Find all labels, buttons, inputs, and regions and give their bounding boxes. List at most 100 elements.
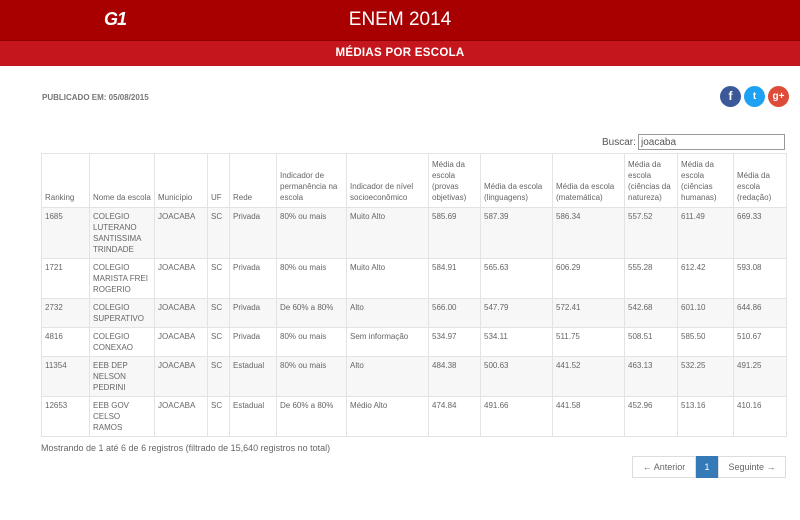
table-cell: 669.33 xyxy=(733,207,787,259)
search-label: Buscar: xyxy=(602,137,636,148)
table-cell: COLEGIO CONEXAO xyxy=(89,327,155,357)
page-subtitle: MÉDIAS POR ESCOLA xyxy=(335,47,465,59)
table-cell: 1685 xyxy=(41,207,90,259)
search-input[interactable] xyxy=(638,134,785,150)
table-cell: 441.58 xyxy=(552,396,625,437)
table-cell: Privada xyxy=(229,298,277,328)
table-cell: 606.29 xyxy=(552,258,625,299)
table-cell: 611.49 xyxy=(677,207,734,259)
table-cell: De 60% a 80% xyxy=(276,396,347,437)
table-cell: 534.11 xyxy=(480,327,553,357)
table-cell: 491.25 xyxy=(733,356,787,397)
table-cell: COLEGIO MARISTA FREI ROGERIO xyxy=(89,258,155,299)
table-cell: 532.25 xyxy=(677,356,734,397)
table-cell: 555.28 xyxy=(624,258,678,299)
table-cell: Alto xyxy=(346,356,429,397)
table-cell: 585.69 xyxy=(428,207,481,259)
table-cell: 585.50 xyxy=(677,327,734,357)
column-header[interactable]: Média da escola (ciências da natureza) xyxy=(624,153,678,208)
table-cell: Privada xyxy=(229,327,277,357)
table-header-row: Ranking Nome da escola Município UF Rede Indi… xyxy=(41,153,787,208)
table-cell: SC xyxy=(207,396,230,437)
table-cell: 601.10 xyxy=(677,298,734,328)
table-row: 11354 EEB DEP NELSON PEDRINI JOACABA SC Esta… xyxy=(41,356,787,397)
table-cell: 410.16 xyxy=(733,396,787,437)
table-cell: 547.79 xyxy=(480,298,553,328)
table-cell: 80% ou mais xyxy=(276,356,347,397)
column-header[interactable]: Média da escola (linguagens) xyxy=(480,153,553,208)
table-cell: 4816 xyxy=(41,327,90,357)
table-cell: 491.66 xyxy=(480,396,553,437)
table-cell: SC xyxy=(207,258,230,299)
table-cell: 80% ou mais xyxy=(276,327,347,357)
google-plus-share-icon[interactable]: g+ xyxy=(768,86,789,107)
table-cell: EEB GOV CELSO RAMOS xyxy=(89,396,155,437)
table-cell: 565.63 xyxy=(480,258,553,299)
column-header[interactable]: Indicador de nível socioeconômico xyxy=(346,153,429,208)
table-cell: 1721 xyxy=(41,258,90,299)
table-cell: 484.38 xyxy=(428,356,481,397)
table-cell: 510.67 xyxy=(733,327,787,357)
table-cell: Muito Alto xyxy=(346,207,429,259)
table-cell: 557.52 xyxy=(624,207,678,259)
table-cell: SC xyxy=(207,356,230,397)
table-cell: SC xyxy=(207,327,230,357)
column-header[interactable]: Média da escola (matemática) xyxy=(552,153,625,208)
schools-table: Ranking Nome da escola Município UF Rede Indi… xyxy=(41,153,787,437)
table-cell: JOACABA xyxy=(154,396,208,437)
published-date: PUBLICADO EM: 05/08/2015 xyxy=(42,93,149,102)
table-cell: 584.91 xyxy=(428,258,481,299)
table-cell: JOACABA xyxy=(154,258,208,299)
table-cell: 2732 xyxy=(41,298,90,328)
table-cell: 542.68 xyxy=(624,298,678,328)
twitter-share-icon[interactable]: t xyxy=(744,86,765,107)
table-cell: 452.96 xyxy=(624,396,678,437)
table-cell: COLEGIO SUPERATIVO xyxy=(89,298,155,328)
table-cell: 644.86 xyxy=(733,298,787,328)
table-cell: Privada xyxy=(229,258,277,299)
column-header[interactable]: Indicador de permanência na escola xyxy=(276,153,347,208)
column-header[interactable]: Nome da escola xyxy=(89,153,155,208)
table-cell: 534.97 xyxy=(428,327,481,357)
table-cell: EEB DEP NELSON PEDRINI xyxy=(89,356,155,397)
table-cell: 441.52 xyxy=(552,356,625,397)
column-header[interactable]: Ranking xyxy=(41,153,90,208)
table-row: 1685 COLEGIO LUTERANO SANTISSIMA TRINDADE… xyxy=(41,207,787,259)
next-page-button[interactable]: Seguinte → xyxy=(718,456,786,478)
table-cell: 80% ou mais xyxy=(276,258,347,299)
table-cell: 508.51 xyxy=(624,327,678,357)
column-header[interactable]: Média da escola (provas objetivas) xyxy=(428,153,481,208)
column-header[interactable]: Município xyxy=(154,153,208,208)
table-cell: 80% ou mais xyxy=(276,207,347,259)
column-header[interactable]: UF xyxy=(207,153,230,208)
table-cell: 572.41 xyxy=(552,298,625,328)
column-header[interactable]: Média da escola (redação) xyxy=(733,153,787,208)
page-title: ENEM 2014 xyxy=(348,9,452,30)
table-cell: 500.63 xyxy=(480,356,553,397)
g1-logo[interactable]: G1 xyxy=(104,9,127,29)
sub-bar: MÉDIAS POR ESCOLA xyxy=(0,40,800,66)
table-cell: 513.16 xyxy=(677,396,734,437)
table-row: 12653 EEB GOV CELSO RAMOS JOACABA SC Estadua… xyxy=(41,396,787,437)
table-cell: SC xyxy=(207,207,230,259)
column-header[interactable]: Média da escola (ciências humanas) xyxy=(677,153,734,208)
table-cell: 587.39 xyxy=(480,207,553,259)
current-page-button[interactable]: 1 xyxy=(696,456,718,478)
table-cell: 12653 xyxy=(41,396,90,437)
table-cell: 463.13 xyxy=(624,356,678,397)
table-cell: SC xyxy=(207,298,230,328)
table-cell: Alto xyxy=(346,298,429,328)
table-cell: JOACABA xyxy=(154,356,208,397)
top-bar: G1 ENEM 2014 xyxy=(0,0,800,40)
facebook-share-icon[interactable]: f xyxy=(720,86,741,107)
table-cell: 11354 xyxy=(41,356,90,397)
table-cell: 612.42 xyxy=(677,258,734,299)
table-row: 1721 COLEGIO MARISTA FREI ROGERIO JOACABA S… xyxy=(41,258,787,299)
table-cell: 474.84 xyxy=(428,396,481,437)
previous-page-button[interactable]: ← Anterior xyxy=(632,456,696,478)
records-info: Mostrando de 1 até 6 de 6 registros (fil… xyxy=(41,443,331,453)
table-cell: 566.00 xyxy=(428,298,481,328)
table-cell: Médio Alto xyxy=(346,396,429,437)
column-header[interactable]: Rede xyxy=(229,153,277,208)
table-cell: Estadual xyxy=(229,396,277,437)
